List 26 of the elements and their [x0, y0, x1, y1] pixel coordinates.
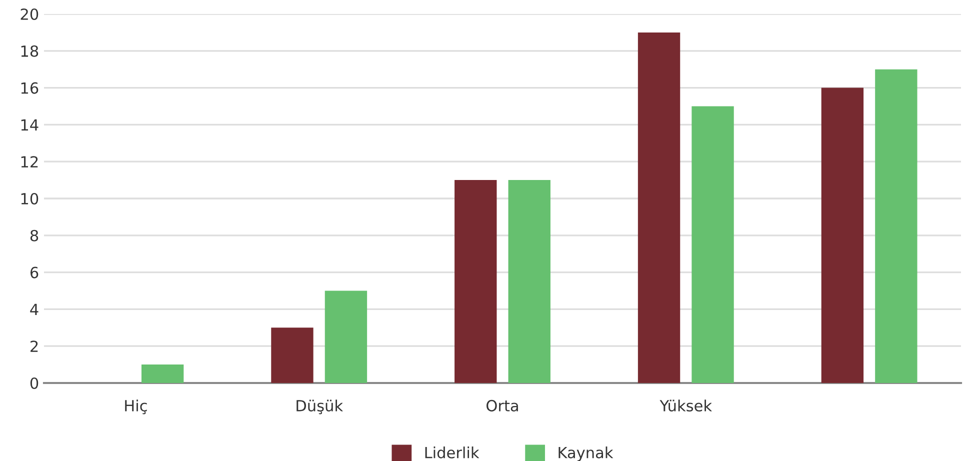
y-tick-label: 14 — [21, 119, 38, 131]
x-tick-label: Hiç — [125, 400, 147, 414]
x-tick-label: Yüksek — [660, 400, 712, 412]
y-tick-label: 12 — [21, 156, 38, 168]
y-tick-label: 8 — [30, 230, 38, 242]
legend-label: Liderlik — [425, 446, 480, 458]
bar — [454, 180, 497, 383]
x-tick-label: Orta — [486, 400, 518, 412]
y-tick-label: 2 — [30, 340, 38, 352]
bar — [692, 106, 734, 383]
y-tick-label: 6 — [30, 266, 38, 278]
bar — [638, 32, 680, 383]
y-tick-label: 20 — [20, 8, 38, 20]
bar — [271, 328, 314, 383]
x-tick-label: Düşük — [296, 400, 344, 414]
bar — [508, 180, 550, 383]
bar — [821, 88, 864, 383]
bar — [875, 69, 918, 383]
y-tick-label: 10 — [21, 192, 38, 205]
bar — [324, 290, 368, 383]
y-tick-label: 18 — [21, 45, 38, 57]
y-tick-label: 16 — [21, 82, 38, 94]
y-tick-label: 0 — [30, 377, 38, 390]
y-tick-label: 4 — [30, 304, 38, 316]
bar — [141, 364, 184, 383]
legend-label: Kaynak — [558, 446, 614, 461]
